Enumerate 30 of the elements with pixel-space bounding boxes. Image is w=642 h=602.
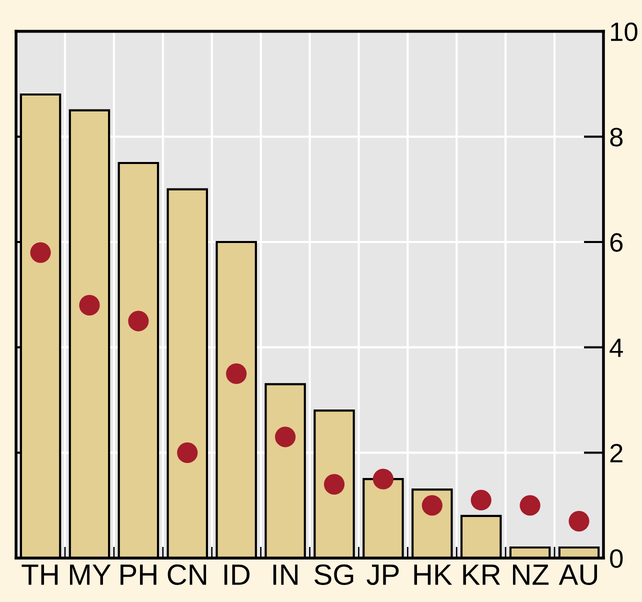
y-tick-label: 0	[610, 549, 623, 568]
x-tick-label: TH	[22, 564, 58, 585]
x-tick-label: PH	[120, 564, 156, 585]
x-tick-label: HK	[414, 564, 452, 585]
point	[470, 490, 492, 510]
point	[324, 474, 345, 495]
point	[422, 495, 442, 516]
point	[568, 510, 590, 532]
x-tick-label: SG	[314, 564, 354, 586]
x-tick-label: KR	[463, 564, 500, 585]
point	[226, 363, 247, 384]
point	[372, 468, 394, 490]
y-tick-label: 8	[610, 128, 623, 146]
x-tick-label: MY	[70, 564, 111, 585]
point	[177, 442, 198, 464]
x-tick-label: IN	[273, 564, 298, 585]
x-tick-label: AU	[558, 564, 598, 586]
point	[30, 242, 51, 263]
point	[274, 426, 296, 448]
x-tick-label: CN	[168, 564, 206, 586]
y-tick-label: 4	[610, 338, 623, 357]
x-tick-label: ID	[224, 564, 250, 585]
x-tick-label: NZ	[513, 564, 549, 585]
y-tick-label: 6	[610, 233, 623, 252]
y-tick-label: 2	[610, 444, 622, 462]
y-tick-label: 10	[611, 22, 638, 42]
point	[520, 495, 540, 516]
point	[128, 310, 149, 332]
point	[79, 294, 100, 316]
x-tick-label: JP	[366, 564, 399, 586]
